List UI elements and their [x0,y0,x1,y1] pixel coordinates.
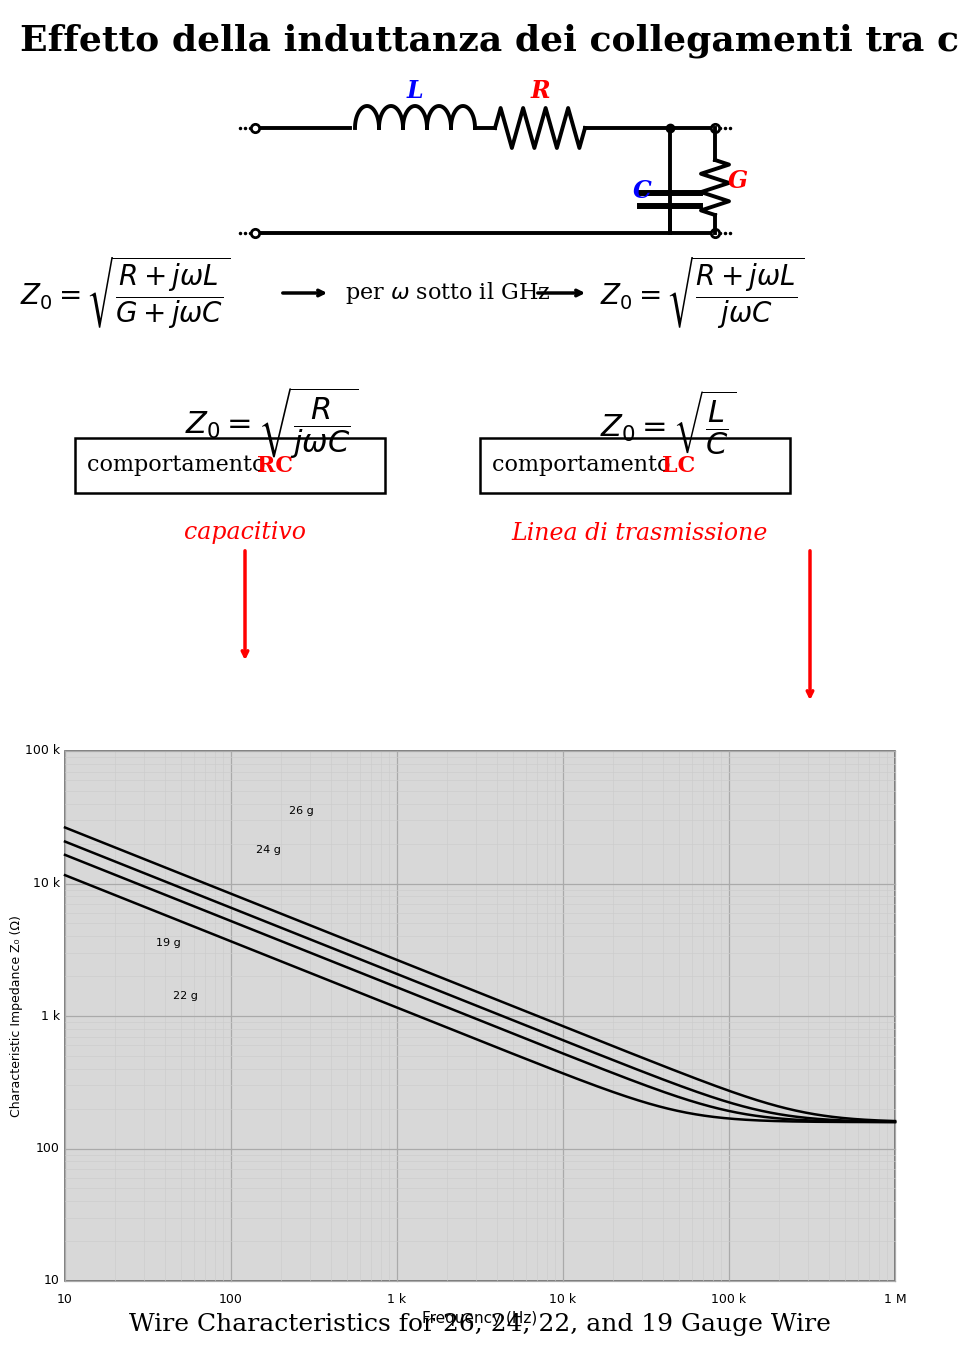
Text: 1 k: 1 k [41,1010,60,1022]
Text: comportamento: comportamento [87,454,273,477]
Bar [65,751,895,1281]
Text: 10: 10 [57,1293,73,1306]
Text: 100 k: 100 k [25,744,60,758]
Text: R: R [530,79,550,104]
Bar [75,438,385,493]
Text: 10: 10 [44,1274,60,1288]
Text: L: L [407,79,423,104]
Text: 100 k: 100 k [711,1293,747,1306]
Text: 19 g: 19 g [156,938,181,949]
Text: G: G [728,169,748,194]
Text: 22 g: 22 g [173,991,198,1002]
Text: 100: 100 [219,1293,243,1306]
Text: 100: 100 [36,1142,60,1154]
Text: $Z_0 = \sqrt{\dfrac{R}{j\omega C}}$: $Z_0 = \sqrt{\dfrac{R}{j\omega C}}$ [185,386,358,461]
Text: 1 k: 1 k [388,1293,407,1306]
Text: 10 k: 10 k [549,1293,577,1306]
Text: RC: RC [257,454,293,477]
Text: Frequency (Hz): Frequency (Hz) [422,1311,538,1326]
Text: Characteristic Impedance Z₀ (Ω): Characteristic Impedance Z₀ (Ω) [11,915,23,1116]
Text: Wire Characteristics for 26, 24, 22, and 19 Gauge Wire: Wire Characteristics for 26, 24, 22, and… [129,1314,831,1337]
Text: 24 g: 24 g [256,845,280,856]
Text: C: C [633,179,652,203]
Text: $Z_0 = \sqrt{\dfrac{R + j\omega L}{G + j\omega C}}$: $Z_0 = \sqrt{\dfrac{R + j\omega L}{G + j… [20,255,230,331]
Text: 26 g: 26 g [289,806,314,815]
Text: Linea di trasmissione: Linea di trasmissione [512,522,768,544]
Text: 10 k: 10 k [33,876,60,890]
Text: $Z_0 = \sqrt{\dfrac{R + j\omega L}{j\omega C}}$: $Z_0 = \sqrt{\dfrac{R + j\omega L}{j\ome… [600,255,804,331]
Text: 1 M: 1 M [884,1293,906,1306]
Text: capacitivo: capacitivo [184,522,306,544]
Text: per $\omega$ sotto il GHz: per $\omega$ sotto il GHz [345,279,550,307]
Text: LC: LC [662,454,695,477]
Text: Effetto della induttanza dei collegamenti tra componenti: Effetto della induttanza dei collegament… [20,23,960,57]
Text: $Z_0 = \sqrt{\dfrac{L}{C}}$: $Z_0 = \sqrt{\dfrac{L}{C}}$ [600,388,736,457]
Text: comportamento: comportamento [492,454,678,477]
Bar [480,438,790,493]
